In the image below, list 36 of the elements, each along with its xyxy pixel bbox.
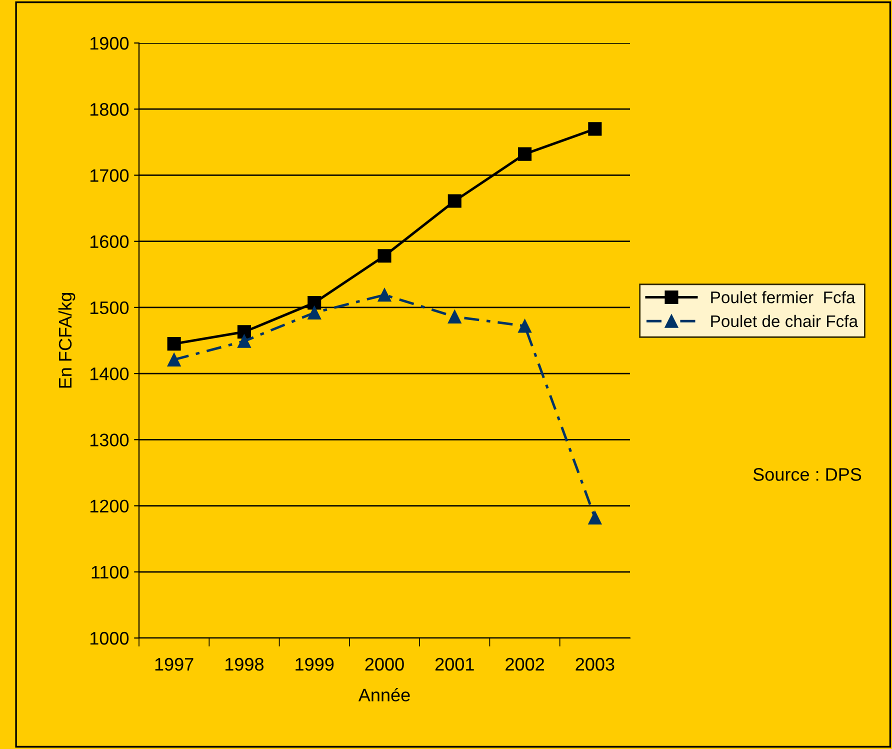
x-tick-label: 1999 bbox=[296, 658, 334, 671]
x-tick-label: 2003 bbox=[576, 658, 614, 671]
point bbox=[237, 334, 251, 348]
point bbox=[378, 249, 392, 263]
point bbox=[378, 288, 392, 302]
point bbox=[237, 325, 251, 339]
y-tick-label: 1700 bbox=[90, 169, 129, 182]
y-tick-label: 1300 bbox=[90, 434, 129, 446]
x-tick-label: 1997 bbox=[155, 658, 194, 671]
point bbox=[588, 122, 602, 136]
y-tick-label: 1400 bbox=[90, 367, 129, 380]
source-note: Source : DPS bbox=[753, 468, 862, 481]
y-tick-label: 1500 bbox=[90, 301, 129, 314]
x-tick-label: 2002 bbox=[506, 658, 544, 671]
y-tick-label: 1600 bbox=[90, 235, 129, 248]
point bbox=[588, 510, 602, 524]
legend-label: Poulet de chair Fcfa bbox=[711, 314, 858, 328]
y-tick-label: 1000 bbox=[90, 632, 129, 645]
point bbox=[448, 310, 462, 324]
point bbox=[518, 147, 532, 161]
point bbox=[448, 194, 462, 208]
legend-label: Poulet fermier Fcfa bbox=[711, 291, 856, 304]
point bbox=[167, 352, 181, 366]
x-tick-label: 2000 bbox=[365, 658, 404, 671]
point bbox=[308, 296, 322, 310]
y-tick-label: 1900 bbox=[90, 36, 129, 50]
x-tick-label: 1998 bbox=[226, 658, 264, 671]
y-tick-label: 1100 bbox=[92, 566, 129, 579]
x-axis-title: Année bbox=[358, 688, 410, 702]
y-tick-label: 1200 bbox=[90, 500, 129, 512]
point bbox=[167, 337, 181, 351]
y-axis-title: En FCFA/kg bbox=[58, 292, 76, 388]
point bbox=[518, 319, 532, 333]
x-tick-label: 2001 bbox=[435, 658, 474, 671]
point bbox=[308, 306, 322, 320]
y-tick-label: 1800 bbox=[90, 103, 129, 116]
